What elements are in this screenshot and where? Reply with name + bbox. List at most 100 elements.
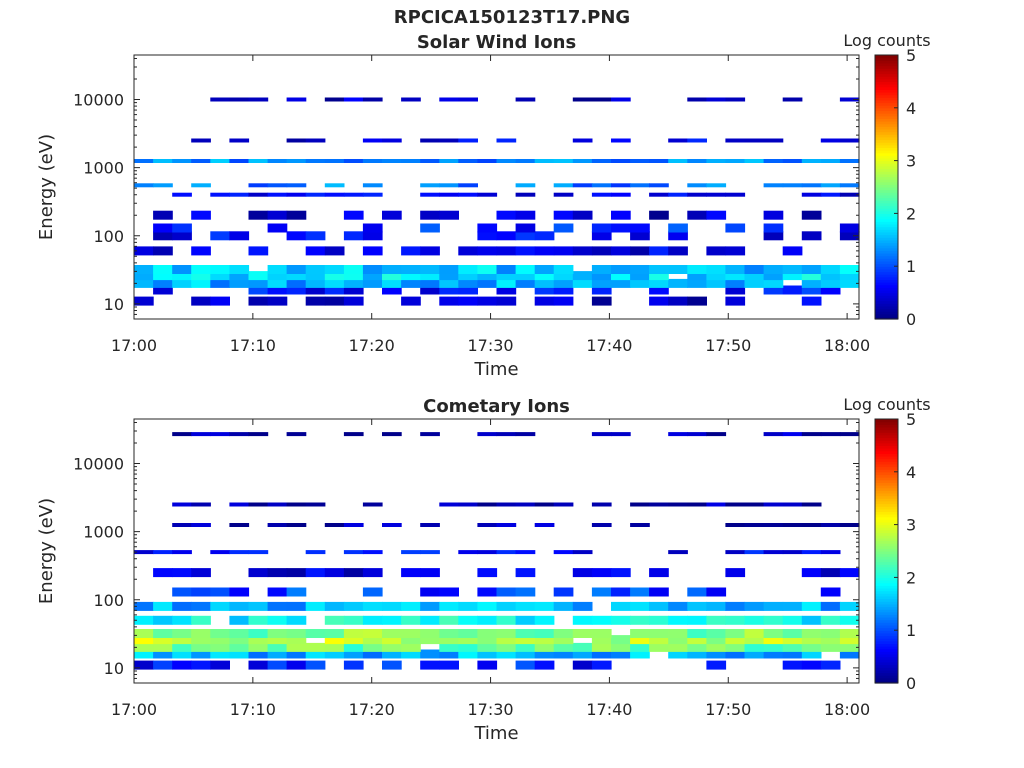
spectrogram-cell bbox=[420, 285, 440, 295]
spectrogram-cell bbox=[782, 642, 803, 652]
colorbar-segment bbox=[875, 84, 898, 88]
spectrogram-cell bbox=[534, 635, 555, 645]
colorbar-segment bbox=[875, 569, 898, 573]
spectrogram-cell bbox=[458, 285, 478, 295]
spectrogram-cell bbox=[286, 629, 307, 638]
page-title: RPCICA150123T17.PNG bbox=[393, 7, 631, 28]
spectrogram-cell bbox=[782, 660, 803, 670]
spectrogram-cell bbox=[420, 649, 440, 659]
spectrogram-cell bbox=[591, 635, 612, 645]
spectrogram-cell bbox=[668, 432, 688, 437]
spectrogram-cells bbox=[134, 97, 860, 306]
spectrogram-cell bbox=[725, 97, 746, 102]
spectrogram-cell bbox=[248, 192, 269, 197]
spectrogram-cell bbox=[382, 649, 402, 659]
spectrogram-cell bbox=[420, 629, 440, 638]
spectrogram-cell bbox=[591, 432, 612, 437]
spectrogram-cell bbox=[172, 660, 192, 670]
spectrogram-cell bbox=[763, 615, 784, 625]
spectrogram-cell bbox=[515, 649, 536, 659]
spectrogram-cell bbox=[687, 210, 707, 220]
colorbar-segment bbox=[875, 131, 898, 135]
spectrogram-cell bbox=[534, 642, 555, 652]
spectrogram-cell bbox=[820, 432, 841, 437]
spectrogram-cell bbox=[496, 642, 517, 652]
spectrogram-cell bbox=[763, 223, 784, 233]
spectrogram-cell bbox=[553, 629, 574, 638]
spectrogram-cell bbox=[496, 649, 517, 659]
spectrogram-cell bbox=[420, 246, 440, 256]
spectrogram-cell bbox=[248, 432, 269, 437]
spectrogram-cell bbox=[401, 601, 421, 611]
colorbar-segment bbox=[875, 479, 898, 483]
spectrogram-cell bbox=[553, 502, 574, 507]
colorbar-segment bbox=[875, 548, 898, 552]
colorbar-segment bbox=[875, 506, 898, 510]
spectrogram-cell bbox=[611, 587, 631, 597]
spectrogram-cell bbox=[534, 615, 555, 625]
spectrogram-cell bbox=[210, 159, 230, 163]
spectrogram-cell bbox=[248, 649, 269, 659]
spectrogram-cell bbox=[458, 138, 478, 143]
spectrogram-cell bbox=[229, 265, 250, 274]
spectrogram-cell bbox=[591, 587, 612, 597]
spectrogram-cell bbox=[630, 642, 650, 652]
spectrogram-cell bbox=[172, 629, 192, 638]
spectrogram-cell bbox=[420, 223, 440, 233]
colorbar-segment bbox=[875, 150, 898, 154]
colorbar-segment bbox=[875, 426, 898, 431]
colorbar-segment bbox=[875, 237, 898, 241]
spectrogram-cell bbox=[706, 635, 727, 645]
spectrogram-cell bbox=[534, 159, 555, 163]
spectrogram-cell bbox=[763, 183, 784, 188]
colorbar-segment bbox=[875, 136, 898, 141]
spectrogram-cell bbox=[134, 265, 154, 274]
spectrogram-cell bbox=[744, 159, 765, 163]
x-axis: 17:00 17:10 17:20 17:30 17:40 17:50 18:00 bbox=[111, 419, 870, 719]
colorbar-segment bbox=[875, 429, 898, 433]
colorbar-segment bbox=[875, 669, 898, 674]
spectrogram-cell bbox=[248, 568, 269, 578]
colorbar-segment bbox=[875, 113, 898, 117]
colorbar-tick-label: 4 bbox=[906, 463, 916, 482]
spectrogram-cell bbox=[477, 502, 498, 507]
spectrogram-cell bbox=[324, 192, 345, 197]
spectrogram-cell bbox=[611, 568, 631, 578]
spectrogram-cell bbox=[820, 568, 841, 578]
spectrogram-cell bbox=[305, 502, 326, 507]
colorbar-segment bbox=[875, 181, 898, 185]
spectrogram-cell bbox=[744, 635, 765, 645]
spectrogram-cell bbox=[534, 231, 555, 241]
colorbar-segment bbox=[875, 551, 898, 555]
spectrogram-cell bbox=[305, 278, 326, 288]
spectrogram-cell bbox=[801, 550, 822, 555]
spectrogram-cell bbox=[191, 271, 211, 281]
spectrogram-cell bbox=[611, 159, 631, 163]
colorbar-segment bbox=[875, 651, 898, 655]
spectrogram-cell bbox=[229, 432, 250, 437]
spectrogram-cell bbox=[305, 568, 326, 578]
colorbar-segment bbox=[875, 574, 898, 578]
spectrogram-cell bbox=[248, 601, 269, 611]
spectrogram-cell bbox=[515, 660, 536, 670]
spectrogram-cell bbox=[611, 601, 631, 611]
colorbar-segment bbox=[875, 276, 898, 280]
spectrogram-cell bbox=[172, 192, 192, 197]
spectrogram-cell bbox=[496, 285, 517, 295]
spectrogram-cell bbox=[477, 635, 498, 645]
spectrogram-cell bbox=[782, 97, 803, 102]
spectrogram-cell bbox=[248, 296, 269, 306]
spectrogram-cell bbox=[801, 278, 822, 288]
x-tick-label: 17:10 bbox=[230, 336, 276, 355]
spectrogram-cell bbox=[591, 223, 612, 233]
spectrogram-cell bbox=[401, 246, 421, 256]
spectrogram-cell bbox=[744, 523, 765, 527]
spectrogram-cell bbox=[668, 642, 688, 652]
spectrogram-cell bbox=[839, 192, 860, 197]
spectrogram-cell bbox=[820, 285, 841, 295]
spectrogram-cell bbox=[801, 159, 822, 163]
spectrogram-cell bbox=[343, 642, 364, 652]
spectrogram-cell bbox=[324, 159, 345, 163]
spectrogram-cell bbox=[553, 210, 574, 220]
spectrogram-cell bbox=[343, 523, 364, 527]
